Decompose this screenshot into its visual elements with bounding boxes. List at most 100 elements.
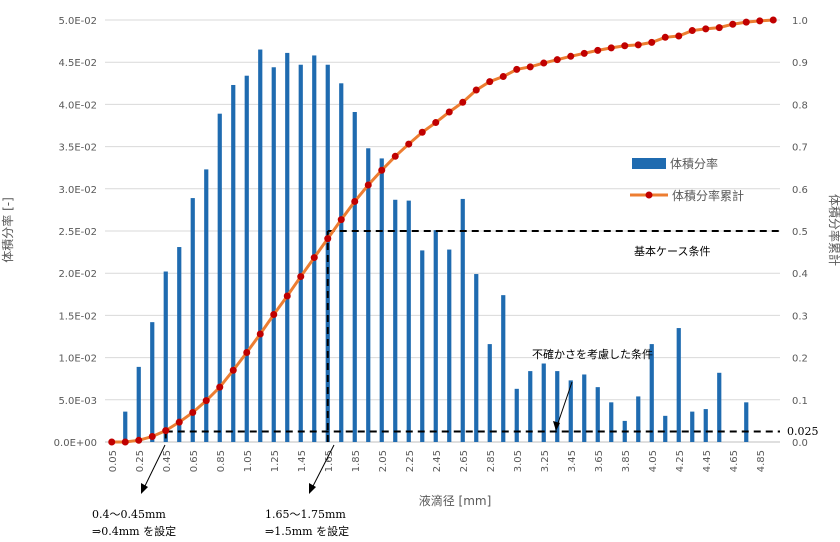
y-tick-label: 1.5E-02	[58, 311, 97, 322]
bar	[204, 169, 209, 442]
bar	[258, 49, 263, 442]
bar	[703, 409, 708, 442]
bar	[190, 198, 195, 442]
bar	[528, 371, 533, 442]
bar	[325, 64, 330, 443]
bar	[460, 198, 465, 442]
cumulative-point	[432, 119, 440, 127]
y2-tick-label: 0.6	[792, 185, 808, 196]
annotation-uncertainty-arrow	[555, 381, 573, 430]
cumulative-point	[189, 408, 197, 416]
legend-line-label: 体積分率累計	[672, 188, 744, 203]
y-tick-label: 4.0E-02	[58, 100, 97, 111]
y-tick-label: 2.0E-02	[58, 269, 97, 280]
x-tick-label: 0.05	[108, 450, 119, 472]
note-right-line2: ⇒1.5mm を設定	[265, 524, 349, 538]
bar	[649, 344, 654, 442]
y2-tick-label: 0.2	[792, 354, 808, 365]
x-tick-label: 0.65	[189, 450, 200, 472]
left-axis-ticks: 0.0E+00 5.0E-03 1.0E-02 1.5E-02 2.0E-02 2.5E-…	[54, 16, 97, 449]
cumulative-point	[661, 33, 669, 41]
bar	[636, 396, 641, 442]
bar	[352, 111, 357, 442]
x-tick-label: 1.45	[297, 450, 308, 472]
legend-line-marker	[645, 191, 653, 199]
x-tick-label: 2.85	[486, 450, 497, 472]
annotation-base-case: 基本ケース条件	[634, 244, 710, 258]
x-tick-label: 3.65	[594, 450, 605, 472]
x-tick-label: 3.45	[567, 450, 578, 472]
y-tick-label: 3.0E-02	[58, 185, 97, 196]
bar	[433, 230, 438, 442]
bar	[217, 113, 222, 443]
cumulative-point	[202, 397, 210, 405]
cumulative-point	[216, 383, 224, 391]
cumulative-point	[567, 52, 575, 60]
cumulative-point	[715, 24, 723, 32]
bar-series	[123, 49, 749, 443]
cumulative-point	[648, 38, 656, 46]
y-tick-label: 5.0E-02	[58, 16, 97, 27]
x-tick-label: 4.05	[648, 450, 659, 472]
x-tick-label: 1.65	[324, 450, 335, 472]
x-tick-label: 3.85	[621, 450, 632, 472]
cumulative-point	[283, 292, 291, 300]
cumulative-point	[270, 311, 278, 319]
bar	[244, 75, 249, 442]
x-tick-label: 3.25	[540, 450, 551, 472]
bar	[676, 328, 681, 442]
bar	[393, 199, 398, 442]
bar	[271, 67, 276, 442]
cumulative-point	[405, 140, 413, 148]
y2-tick-label: 0.1	[792, 396, 808, 407]
annotation-level-label: 0.025	[787, 425, 819, 438]
cumulative-point	[553, 56, 561, 64]
y2-tick-label: 1.0	[792, 16, 808, 27]
legend-bar-swatch	[632, 158, 666, 169]
x-tick-label: 4.45	[702, 450, 713, 472]
y2-tick-label: 0.8	[792, 100, 808, 111]
bar	[568, 380, 573, 442]
x-tick-label: 2.65	[459, 450, 470, 472]
y-axis-title: 体積分率 [-]	[0, 197, 15, 263]
legend: 体積分率 体積分率累計	[630, 156, 744, 203]
cumulative-point	[135, 436, 143, 444]
cumulative-point	[769, 16, 777, 24]
cumulative-point	[108, 438, 116, 446]
x-tick-label: 2.45	[432, 450, 443, 472]
x-tick-label: 0.25	[135, 450, 146, 472]
cumulative-point	[526, 63, 534, 71]
cumulative-point	[445, 108, 453, 116]
cumulative-point	[621, 42, 629, 50]
cumulative-point	[486, 78, 494, 86]
bar	[379, 158, 384, 442]
bar	[541, 363, 546, 442]
y-tick-label: 4.5E-02	[58, 58, 97, 69]
cumulative-point	[351, 197, 359, 205]
bar	[177, 247, 182, 442]
cumulative-point	[297, 273, 305, 281]
y2-tick-label: 0.9	[792, 58, 808, 69]
cumulative-point	[634, 41, 642, 49]
y-tick-label: 1.0E-02	[58, 354, 97, 365]
cumulative-point	[607, 44, 615, 52]
bar	[285, 52, 290, 442]
bar	[150, 322, 155, 442]
bar	[609, 402, 614, 442]
x-tick-label: 2.25	[405, 450, 416, 472]
bar	[717, 372, 722, 442]
cumulative-point	[675, 32, 683, 40]
cumulative-point	[594, 46, 602, 54]
note-left-line1: 0.4～0.45mm	[92, 508, 166, 521]
x-axis-title: 液滴径 [mm]	[419, 493, 492, 508]
bar	[136, 366, 141, 442]
cumulative-point	[540, 59, 548, 67]
cumulative-point	[580, 49, 588, 57]
x-tick-label: 4.65	[729, 450, 740, 472]
x-tick-label: 1.25	[270, 450, 281, 472]
bar	[231, 84, 236, 442]
cumulative-point	[229, 366, 237, 374]
cumulative-point	[175, 418, 183, 426]
cumulative-line-series	[108, 16, 777, 446]
